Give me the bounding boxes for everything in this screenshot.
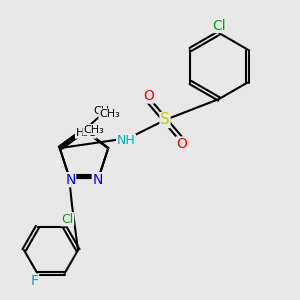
Text: O: O [176, 137, 187, 151]
Text: Cl: Cl [212, 19, 226, 32]
Text: Cl: Cl [61, 213, 74, 226]
Text: F: F [31, 274, 38, 288]
Text: CH₃: CH₃ [83, 124, 104, 134]
Text: CH₃: CH₃ [93, 106, 114, 116]
Text: S: S [160, 112, 170, 128]
Text: NH: NH [117, 134, 135, 148]
Text: H₃C: H₃C [75, 128, 96, 138]
Text: N: N [65, 172, 76, 187]
Text: N: N [92, 172, 103, 187]
Text: O: O [143, 89, 154, 103]
Text: CH₃: CH₃ [99, 109, 120, 119]
